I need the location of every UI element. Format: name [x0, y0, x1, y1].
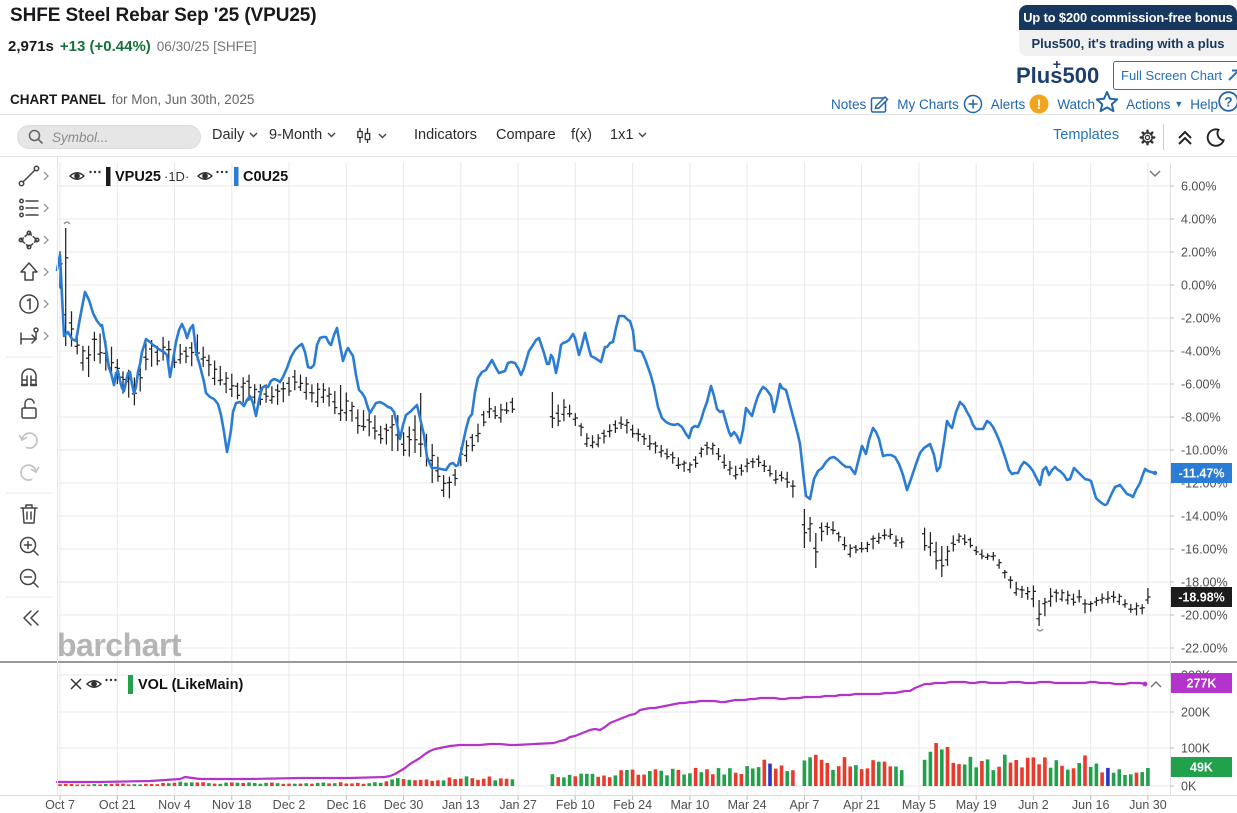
- svg-text:-10.00%: -10.00%: [1181, 444, 1228, 458]
- svg-text:0K: 0K: [1181, 780, 1197, 794]
- svg-text:6.00%: 6.00%: [1181, 180, 1216, 194]
- svg-text:Dec 16: Dec 16: [326, 798, 366, 812]
- svg-text:4.00%: 4.00%: [1181, 213, 1216, 227]
- svg-text:Feb 10: Feb 10: [556, 798, 595, 812]
- svg-text:Jun 16: Jun 16: [1072, 798, 1110, 812]
- svg-text:-8.00%: -8.00%: [1181, 411, 1221, 425]
- svg-text:Mar 24: Mar 24: [728, 798, 767, 812]
- svg-text:!: !: [1037, 96, 1042, 112]
- svg-text:2.00%: 2.00%: [1181, 246, 1216, 260]
- svg-text:barchart: barchart: [57, 627, 182, 663]
- svg-text:Jan 27: Jan 27: [499, 798, 537, 812]
- svg-text:Jun 2: Jun 2: [1018, 798, 1049, 812]
- svg-text:May 5: May 5: [902, 798, 936, 812]
- svg-text:-2.00%: -2.00%: [1181, 312, 1221, 326]
- svg-text:Apr 21: Apr 21: [843, 798, 880, 812]
- svg-text:Nov 18: Nov 18: [212, 798, 252, 812]
- svg-text:C0U25: C0U25: [243, 169, 288, 185]
- svg-text:May 19: May 19: [956, 798, 997, 812]
- svg-text:-11.47%: -11.47%: [1179, 467, 1225, 481]
- svg-text:-22.00%: -22.00%: [1181, 642, 1228, 656]
- svg-text:0.00%: 0.00%: [1181, 279, 1216, 293]
- svg-text:·1D·: ·1D·: [164, 169, 189, 184]
- svg-text:-14.00%: -14.00%: [1181, 510, 1228, 524]
- svg-text:-4.00%: -4.00%: [1181, 345, 1221, 359]
- svg-text:100K: 100K: [1181, 742, 1211, 756]
- svg-text:?: ?: [1224, 94, 1232, 109]
- svg-text:Jun 30: Jun 30: [1129, 798, 1167, 812]
- svg-text:VOL (LikeMain): VOL (LikeMain): [138, 677, 243, 693]
- svg-text:Oct 7: Oct 7: [45, 798, 75, 812]
- svg-text:49K: 49K: [1190, 761, 1213, 775]
- svg-text:Dec 30: Dec 30: [384, 798, 424, 812]
- svg-text:Dec 2: Dec 2: [273, 798, 306, 812]
- svg-text:Nov 4: Nov 4: [158, 798, 191, 812]
- svg-text:Oct 21: Oct 21: [99, 798, 136, 812]
- svg-text:Feb 24: Feb 24: [613, 798, 652, 812]
- svg-text:-18.00%: -18.00%: [1181, 576, 1228, 590]
- svg-text:-20.00%: -20.00%: [1181, 609, 1228, 623]
- svg-text:-18.98%: -18.98%: [1178, 591, 1225, 605]
- svg-text:Apr 7: Apr 7: [789, 798, 819, 812]
- svg-text:Jan 13: Jan 13: [442, 798, 480, 812]
- svg-text:200K: 200K: [1181, 706, 1211, 720]
- svg-text:VPU25: VPU25: [115, 169, 161, 185]
- svg-text:Mar 10: Mar 10: [670, 798, 709, 812]
- svg-text:-16.00%: -16.00%: [1181, 543, 1228, 557]
- svg-text:277K: 277K: [1187, 677, 1217, 691]
- svg-text:-6.00%: -6.00%: [1181, 378, 1221, 392]
